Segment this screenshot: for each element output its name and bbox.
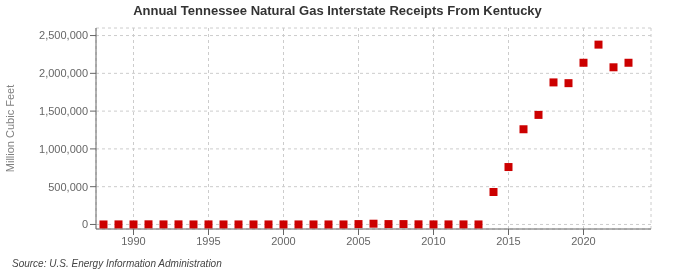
svg-text:1,000,000: 1,000,000 xyxy=(39,143,88,155)
svg-text:Million Cubic Feet: Million Cubic Feet xyxy=(8,85,16,172)
svg-text:2020: 2020 xyxy=(571,235,595,247)
svg-text:2,500,000: 2,500,000 xyxy=(39,29,88,41)
svg-text:2010: 2010 xyxy=(421,235,445,247)
html-text:Source: U.S. Energy Informatio: Source: U.S. Energy Information Administ… xyxy=(12,258,222,269)
svg-text:2015: 2015 xyxy=(496,235,520,247)
svg-text:500,000: 500,000 xyxy=(48,181,88,193)
svg-text:1,500,000: 1,500,000 xyxy=(39,105,88,117)
html-text:Annual Tennessee Natural Gas I: Annual Tennessee Natural Gas Interstate … xyxy=(133,3,542,18)
svg-text:1990: 1990 xyxy=(121,235,145,247)
svg-text:2005: 2005 xyxy=(346,235,370,247)
svg-text:2,000,000: 2,000,000 xyxy=(39,67,88,79)
svg-text:0: 0 xyxy=(82,218,88,230)
svg-text:2000: 2000 xyxy=(271,235,295,247)
svg-text:1995: 1995 xyxy=(196,235,220,247)
